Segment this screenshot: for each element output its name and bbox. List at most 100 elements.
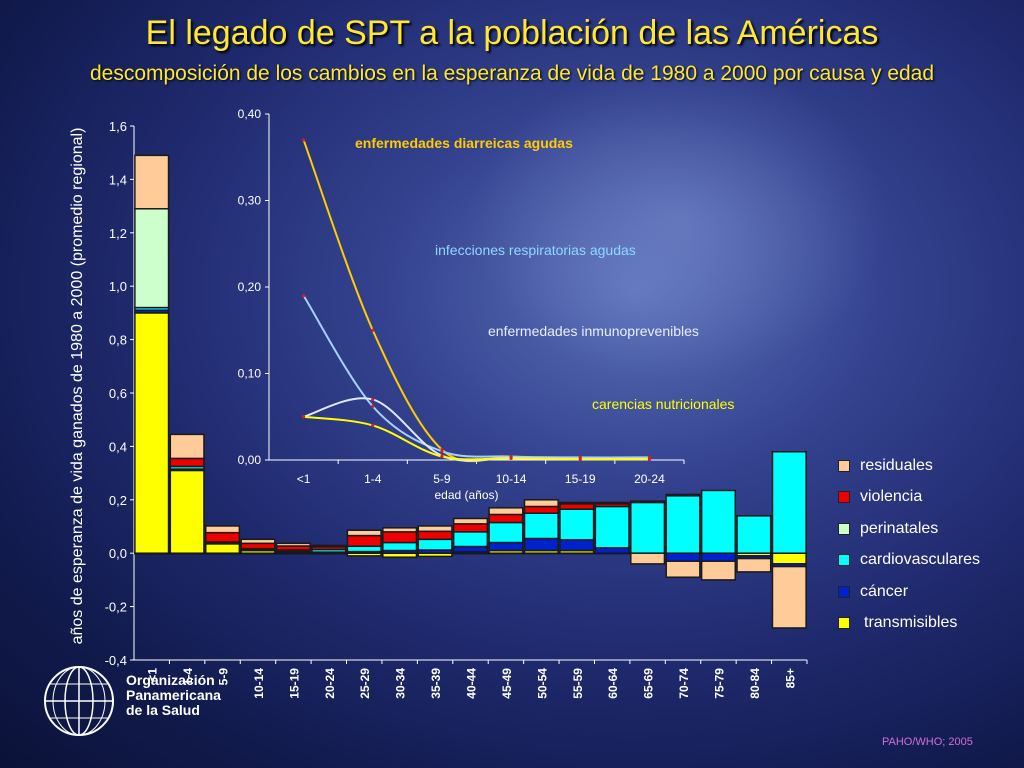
bar-segment-violencia bbox=[169, 457, 205, 468]
inset-x-tick-label: <1 bbox=[297, 472, 311, 486]
inset-x-tick-label: 1-4 bbox=[364, 472, 382, 486]
bar-segment-cancer bbox=[559, 539, 595, 552]
organization-line-1: Organización bbox=[126, 672, 215, 688]
main-x-tick-label: 35-39 bbox=[429, 668, 443, 699]
inset-line-diarreicas bbox=[302, 139, 650, 463]
inset-series-label-diarreicas: enfermedades diarreicas agudas bbox=[355, 135, 573, 151]
bar-segment-violencia bbox=[346, 534, 382, 548]
main-x-tick-label: 10-14 bbox=[252, 668, 266, 699]
bar-segment-residuales bbox=[700, 560, 737, 581]
legend-label-violencia: violencia bbox=[860, 488, 923, 505]
inset-y-tick-label: 0,30 bbox=[238, 194, 262, 208]
bar-segment-residuales bbox=[204, 525, 241, 534]
inset-y-tick-label: 0,10 bbox=[238, 367, 262, 381]
inset-x-tick-label: 10-14 bbox=[496, 472, 527, 486]
bar-segment-cardiovasculares bbox=[700, 489, 737, 554]
legend-label-residuales: residuales bbox=[860, 457, 933, 474]
bar-segment-cardiovasculares bbox=[736, 515, 772, 554]
inset-point-diarreicas bbox=[301, 138, 306, 142]
legend-label-perinatales: perinatales bbox=[860, 520, 939, 537]
bar-segment-residuales bbox=[311, 544, 347, 548]
inset-line-chart: 0,40 0,30 0,20 0,10 0,00 <1 1-4 5-9 10-14 15-19 20… bbox=[238, 107, 735, 502]
bar-segment-cardiovasculares bbox=[771, 450, 807, 554]
main-y-tick-label: 0,8 bbox=[109, 333, 127, 348]
bar-segment-residuales bbox=[452, 517, 489, 525]
bar-segment-transmisibles bbox=[771, 552, 807, 565]
bar-segment-residuales bbox=[417, 525, 453, 533]
main-y-tick-label: 1,4 bbox=[109, 172, 127, 187]
main-x-tick-label: 5-9 bbox=[217, 668, 231, 686]
inset-point-respiratorias bbox=[301, 294, 306, 298]
bar-segment-residuales bbox=[382, 527, 418, 533]
legend-item-cancer: cáncer bbox=[838, 582, 908, 602]
inset-point-respiratorias bbox=[371, 404, 375, 408]
inset-point-nutricionales bbox=[371, 423, 375, 427]
inset-y-tick-label: 0,40 bbox=[238, 107, 262, 121]
inset-x-tick-label: 5-9 bbox=[433, 472, 451, 486]
inset-series-label-nutricionales: carencias nutricionales bbox=[592, 396, 734, 412]
bar-segment-residuales bbox=[665, 560, 701, 578]
bar-segment-violencia bbox=[559, 503, 595, 510]
main-x-tick-label: 75-79 bbox=[712, 668, 726, 699]
bar-segment-residuales bbox=[134, 154, 170, 210]
inset-y-tick-label: 0,20 bbox=[238, 280, 262, 294]
main-y-tick-label: 0,4 bbox=[109, 439, 127, 454]
legend-swatch-residuales bbox=[838, 460, 850, 472]
main-x-tick-label: <1 bbox=[146, 668, 160, 682]
bar-segment-residuales bbox=[771, 565, 807, 629]
legend-label-transmisibles: transmisibles bbox=[864, 614, 958, 631]
inset-x-tick-label: 20-24 bbox=[634, 472, 665, 486]
bar-segment-residuales bbox=[275, 542, 311, 547]
main-x-tick-label: 55-59 bbox=[571, 668, 585, 699]
inset-line-nutricionales bbox=[303, 415, 650, 461]
legend-label-cardiovasculares: cardiovasculares bbox=[860, 551, 981, 568]
legend-swatch-violencia bbox=[838, 491, 850, 503]
bar-segment-violencia bbox=[523, 505, 559, 514]
main-y-tick-label: 1,6 bbox=[109, 119, 127, 134]
main-y-tick-label: 0,2 bbox=[109, 493, 127, 508]
organization-line-3: de la Salud bbox=[126, 702, 200, 718]
inset-point-nutricionales bbox=[301, 415, 306, 419]
inset-point-nutricionales bbox=[509, 456, 513, 460]
main-x-tick-label: 25-29 bbox=[358, 668, 372, 699]
bar-segment-cancer bbox=[594, 547, 630, 554]
inset-y-tick-label: 0,00 bbox=[238, 453, 262, 467]
main-x-tick-label: 30-34 bbox=[394, 668, 408, 699]
inset-x-tick-label: 15-19 bbox=[565, 472, 596, 486]
bar-segment-violencia bbox=[382, 531, 418, 544]
organization-line-2: Panamericana bbox=[126, 687, 221, 703]
main-x-tick-label: 1-4 bbox=[181, 668, 195, 686]
inset-point-nutricionales bbox=[440, 454, 444, 459]
inset-line-respiratorias bbox=[302, 295, 650, 459]
inset-series-label-inmunoprevenibles: enfermedades inmunoprevenibles bbox=[488, 323, 699, 339]
bar-segment-residuales bbox=[523, 499, 559, 508]
legend-item-transmisibles: transmisibles bbox=[838, 613, 957, 633]
inset-point-nutricionales bbox=[578, 457, 582, 461]
bar-segment-cardiovasculares bbox=[630, 501, 666, 554]
bar-segment-transmisibles bbox=[204, 543, 241, 554]
bar-segment-residuales bbox=[488, 507, 524, 516]
main-x-tick-label: 20-24 bbox=[323, 668, 337, 699]
source-note: PAHO/WHO; 2005 bbox=[882, 736, 973, 748]
legend-swatch-cardiovasculares bbox=[838, 554, 850, 566]
legend-label-cancer: cáncer bbox=[860, 583, 909, 600]
bar-segment-transmisibles bbox=[134, 312, 170, 554]
bar-segment-residuales bbox=[736, 557, 772, 573]
inset-x-axis-label: edad (años) bbox=[434, 488, 498, 502]
slide-title: El legado de SPT a la población de las A… bbox=[145, 14, 879, 52]
main-x-tick-label: 85+ bbox=[783, 668, 797, 688]
main-x-tick-label: 40-44 bbox=[465, 668, 479, 699]
bar-segment-cancer bbox=[700, 552, 737, 562]
legend-swatch-transmisibles bbox=[838, 617, 850, 629]
legend-item-residuales: residuales bbox=[838, 456, 933, 476]
main-x-tick-label: 15-19 bbox=[287, 668, 301, 699]
inset-point-nutricionales bbox=[647, 457, 652, 461]
organization-name: Organización Panamericana de la Salud bbox=[126, 673, 221, 718]
main-x-tick-label: 80-84 bbox=[748, 668, 762, 699]
legend-swatch-perinatales bbox=[838, 523, 850, 535]
bar-segment-cardiovasculares bbox=[452, 531, 489, 548]
main-x-tick-label: 60-64 bbox=[606, 668, 620, 699]
main-y-tick-label: 1,0 bbox=[109, 279, 127, 294]
main-x-tick-label: 45-49 bbox=[500, 668, 514, 699]
bar-segment-cancer bbox=[523, 537, 559, 552]
